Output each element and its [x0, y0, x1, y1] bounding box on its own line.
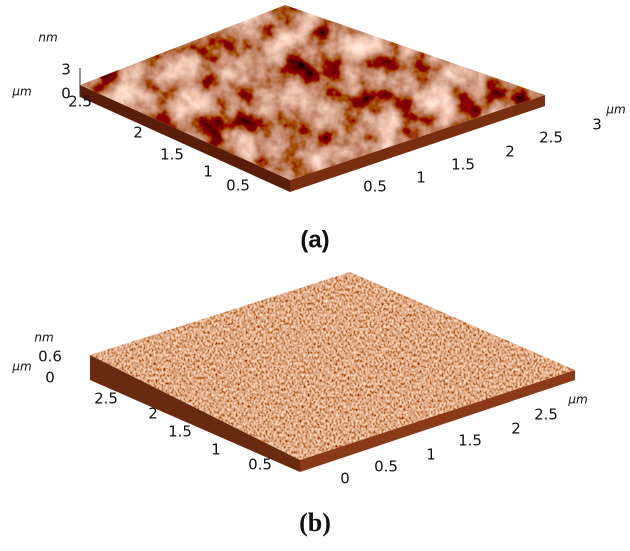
left-tick: 1.5 — [168, 423, 192, 441]
right-tick: 2.5 — [539, 129, 563, 147]
right-unit: µm — [605, 103, 625, 117]
left-tick: 0.5 — [226, 177, 250, 195]
left-tick: 1 — [211, 441, 221, 459]
left-unit: µm — [11, 85, 31, 99]
right-tick: 0 — [340, 470, 350, 488]
left-tick: 2 — [133, 124, 143, 142]
left-tick: 2 — [148, 405, 158, 423]
surface — [80, 5, 545, 180]
surface-side — [80, 85, 290, 192]
surface-side — [290, 95, 545, 192]
z-unit: nm — [34, 331, 53, 345]
right-tick: 3 — [592, 116, 602, 134]
z-unit: nm — [38, 31, 57, 45]
right-tick: 2 — [505, 143, 515, 161]
z-tick: 0.6 — [38, 348, 62, 366]
surface — [90, 272, 575, 460]
right-tick: 2 — [511, 420, 521, 438]
left-tick: 1.5 — [160, 146, 184, 164]
z-tick: 0 — [61, 85, 71, 103]
left-tick: 0.5 — [248, 456, 272, 474]
panel-label: (a) — [300, 226, 329, 253]
right-unit: µm — [567, 393, 587, 407]
right-tick: 1 — [426, 446, 436, 464]
z-tick: 0 — [45, 369, 55, 387]
right-tick: 1 — [416, 169, 426, 187]
right-tick: 0.5 — [363, 178, 387, 196]
surface-side — [90, 355, 300, 472]
left-unit: µm — [11, 360, 31, 374]
right-tick: 2.5 — [534, 406, 558, 424]
left-tick: 2.5 — [94, 390, 118, 408]
right-tick: 0.5 — [374, 458, 398, 476]
surface-side — [300, 370, 575, 472]
panel-label: (b) — [299, 508, 331, 537]
left-tick: 2.5 — [68, 93, 92, 111]
right-tick: 1.5 — [458, 432, 482, 450]
right-tick: 1.5 — [451, 156, 475, 174]
z-tick: 3 — [61, 61, 71, 79]
left-tick: 1 — [203, 163, 213, 181]
